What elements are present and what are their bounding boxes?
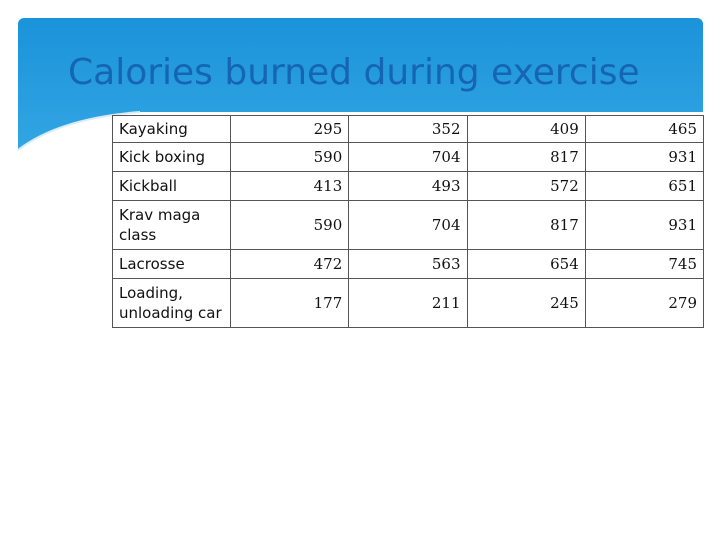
value-cell: 654 [466,249,586,279]
value-cell: 572 [466,171,586,201]
value-cell: 590 [229,200,350,250]
value-cell: 817 [466,142,586,172]
value-cell: 465 [584,115,705,143]
table-row: Lacrosse 472 563 654 745 [112,249,705,279]
activity-cell: Loading, unloading car [112,278,231,328]
value-cell: 352 [348,115,468,143]
table-row: Kayaking 295 352 409 465 [112,115,705,143]
value-cell: 177 [229,278,350,328]
value-cell: 245 [466,278,586,328]
value-cell: 563 [348,249,468,279]
value-cell: 931 [584,200,705,250]
value-cell: 817 [466,200,586,250]
value-cell: 704 [348,142,468,172]
table-row: Kickball 413 493 572 651 [112,171,705,201]
activity-cell: Lacrosse [112,249,231,279]
value-cell: 472 [229,249,350,279]
value-cell: 295 [229,115,350,143]
value-cell: 211 [348,278,468,328]
value-cell: 590 [229,142,350,172]
table-row: Loading, unloading car 177 211 245 279 [112,278,705,328]
value-cell: 279 [584,278,705,328]
value-cell: 651 [584,171,705,201]
activity-cell: Kayaking [112,115,231,143]
table-row: Kick boxing 590 704 817 931 [112,142,705,172]
value-cell: 413 [229,171,350,201]
calories-table: Kayaking 295 352 409 465 Kick boxing 590… [112,115,705,328]
activity-cell: Krav maga class [112,200,231,250]
slide-title: Calories burned during exercise [68,52,640,93]
value-cell: 493 [348,171,468,201]
table-row: Krav maga class 590 704 817 931 [112,200,705,250]
value-cell: 704 [348,200,468,250]
activity-cell: Kick boxing [112,142,231,172]
value-cell: 931 [584,142,705,172]
activity-cell: Kickball [112,171,231,201]
value-cell: 745 [584,249,705,279]
value-cell: 409 [466,115,586,143]
